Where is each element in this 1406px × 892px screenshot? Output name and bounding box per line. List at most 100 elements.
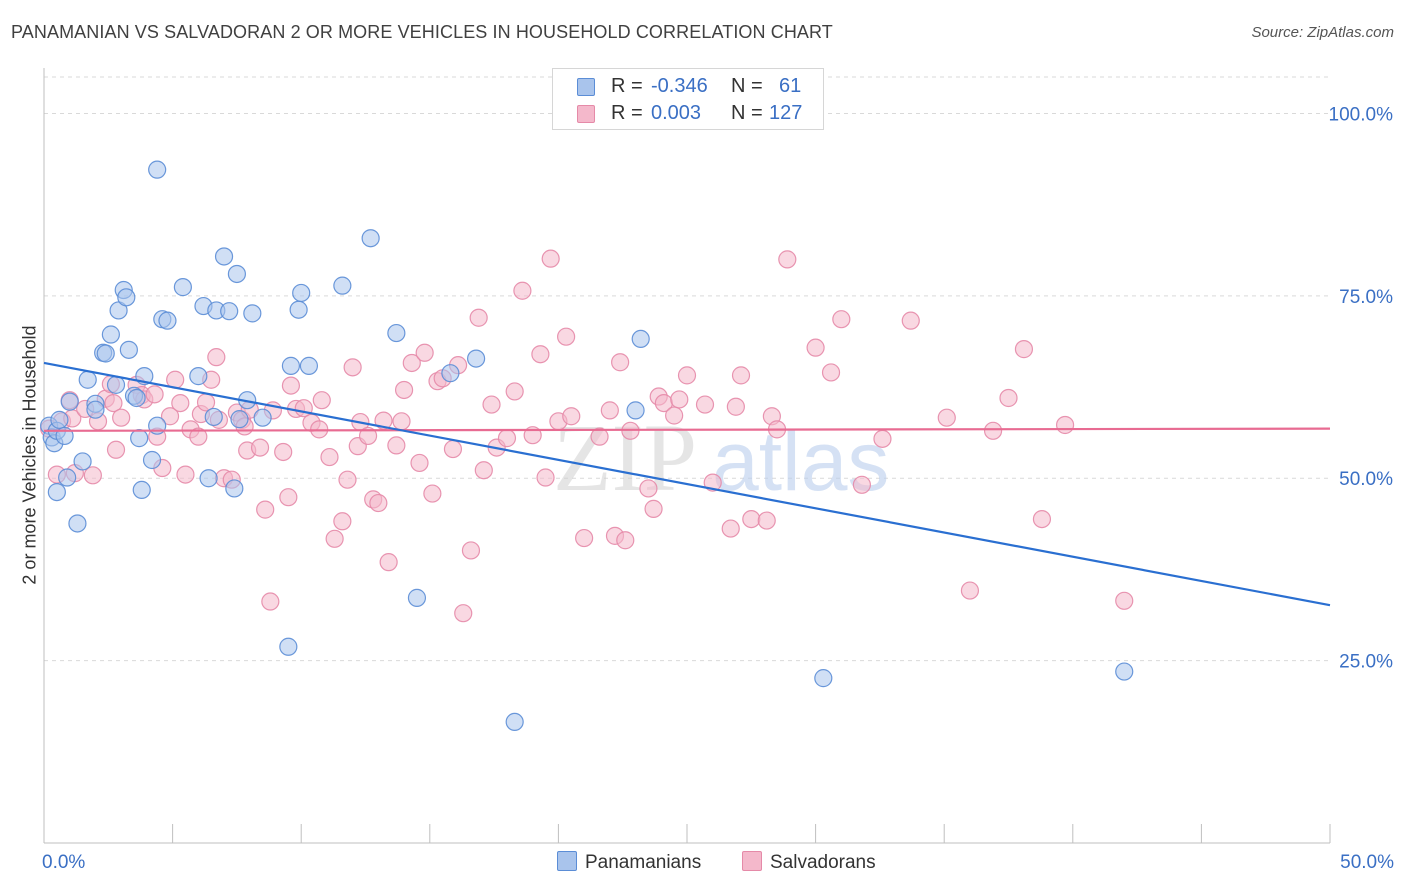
data-point (189, 427, 208, 446)
data-point (60, 392, 79, 411)
data-point (83, 466, 102, 485)
data-point (171, 393, 190, 413)
bottom-legend-swatch-blue (557, 851, 577, 871)
data-point (474, 461, 493, 480)
data-point (281, 376, 301, 395)
legend-n-label: N = (731, 75, 763, 97)
data-point (703, 473, 722, 492)
data-point (50, 410, 69, 429)
data-point (742, 509, 761, 529)
data-point (117, 288, 136, 307)
data-point (220, 302, 239, 321)
data-point (58, 468, 77, 487)
data-point (230, 410, 249, 429)
data-point (78, 370, 97, 389)
salvadoran-trend-line (43, 427, 1331, 432)
data-point (778, 250, 797, 269)
data-point (279, 637, 298, 656)
watermark: ZIP atlas (553, 404, 889, 511)
data-point (104, 393, 123, 413)
data-point (227, 264, 246, 284)
data-point (505, 712, 524, 731)
data-point (616, 531, 635, 550)
legend-n-value: 61 (779, 75, 802, 97)
data-point (469, 308, 488, 327)
data-point (611, 353, 630, 372)
data-point (482, 395, 501, 414)
data-point (250, 438, 270, 457)
data-point (176, 465, 195, 484)
legend-r-value: 0.003 (651, 102, 702, 124)
data-point (1032, 509, 1052, 529)
data-point (47, 482, 66, 502)
data-point (369, 493, 388, 513)
data-point (106, 440, 126, 459)
data-point (86, 400, 105, 419)
data-point (68, 514, 87, 533)
data-point (806, 338, 825, 357)
data-point (173, 278, 192, 297)
data-point (960, 581, 980, 600)
bottom-legend-salvadorans: Salvadorans (742, 851, 876, 874)
data-point (415, 343, 434, 362)
data-point (148, 160, 167, 179)
data-point (441, 364, 460, 383)
data-point (281, 356, 301, 375)
y-tick-label: 50.0% (1339, 469, 1393, 490)
data-point (461, 541, 481, 560)
data-point (402, 353, 421, 373)
data-point (145, 385, 164, 404)
data-point (454, 604, 473, 623)
data-point (631, 329, 650, 348)
data-point (392, 412, 411, 431)
data-point (407, 588, 427, 607)
y-tick-labels: 25.0% 50.0% 75.0% 100.0% (1329, 104, 1394, 672)
data-point (225, 479, 244, 498)
data-point (127, 388, 146, 408)
data-point (600, 401, 619, 420)
data-point (358, 426, 378, 446)
y-axis-label: 2 or more Vehicles in Household (19, 325, 40, 585)
data-point (626, 401, 645, 420)
data-point (333, 512, 352, 531)
data-point (983, 421, 1003, 440)
legend-swatch-pink (577, 105, 595, 123)
bottom-legend-label: Salvadorans (770, 852, 876, 873)
data-point (142, 450, 162, 470)
data-point (333, 276, 352, 295)
data-point (513, 281, 532, 300)
data-point (207, 348, 226, 367)
data-point (1055, 415, 1075, 435)
data-point (505, 382, 524, 401)
data-point (590, 427, 609, 446)
data-point (557, 327, 576, 346)
data-point (670, 390, 689, 409)
data-point (423, 484, 442, 503)
data-point (158, 311, 177, 330)
bottom-legend-label: Panamanians (585, 852, 702, 873)
data-point (1014, 340, 1034, 359)
bottom-legend-swatch-pink (742, 851, 762, 871)
legend-swatch-blue (577, 78, 595, 96)
panamanian-trend-line (43, 361, 1331, 607)
legend-n-value: 127 (769, 102, 803, 124)
x-tick-label-max: 50.0% (1340, 852, 1394, 873)
data-point (189, 367, 208, 386)
data-point (937, 408, 956, 427)
data-point (466, 349, 486, 368)
data-point (665, 406, 684, 425)
panamanian-points (40, 160, 1134, 731)
legend-r-value: -0.346 (651, 75, 708, 97)
data-point (338, 470, 357, 489)
data-point (214, 247, 234, 266)
data-point (677, 366, 697, 385)
data-point (101, 325, 120, 344)
y-tick-label: 75.0% (1339, 287, 1393, 308)
data-point (343, 358, 362, 377)
data-point (852, 475, 871, 494)
data-point (726, 397, 745, 416)
data-point (320, 447, 339, 467)
source-label: Source: ZipAtlas.com (1251, 24, 1394, 41)
data-point (1115, 591, 1134, 610)
correlation-legend: R = -0.346 N = 61 R = 0.003 N = 127 (552, 68, 824, 130)
